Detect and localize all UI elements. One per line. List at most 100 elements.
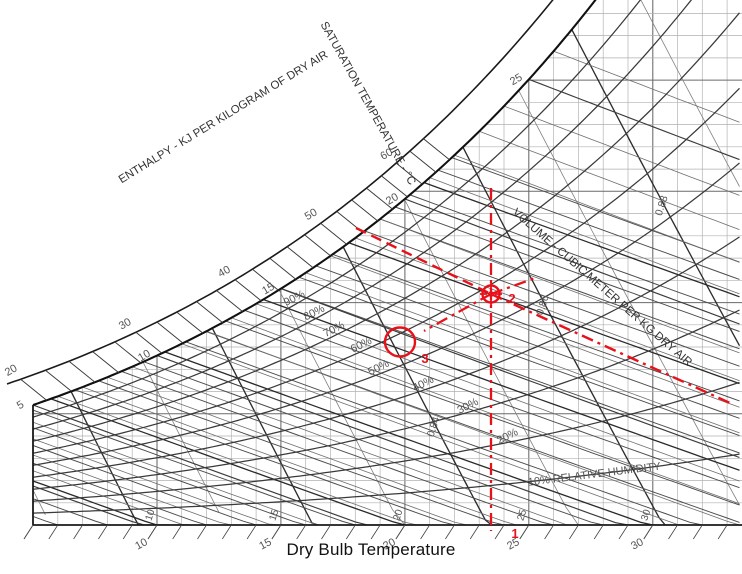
- dry-bulb-inner-label: 25: [515, 508, 529, 522]
- dry-bulb-tick: [643, 524, 654, 540]
- dry-bulb-axis-label: 25: [505, 536, 521, 552]
- dry-bulb-tick: [48, 524, 59, 540]
- enthalpy-scale-rung: [216, 290, 243, 312]
- enthalpy-scale-rung: [196, 301, 223, 323]
- saturation-temperature-label: 20: [384, 191, 401, 208]
- enthalpy-axis-label: 40: [216, 264, 233, 281]
- dry-bulb-tick: [321, 524, 331, 540]
- enthalpy-scale-rung: [381, 175, 408, 198]
- dry-bulb-tick: [717, 524, 728, 540]
- saturation-temperature-label: 10: [136, 348, 153, 365]
- dry-bulb-tick: [98, 524, 108, 540]
- dry-bulb-inner-label: 10: [144, 508, 158, 522]
- state-point-3-label[interactable]: 3: [421, 351, 428, 366]
- axis-ticks: [23, 524, 728, 540]
- enthalpy-scale-rung: [423, 138, 450, 161]
- state-point-2-center: [488, 291, 494, 297]
- dry-bulb-tick: [370, 524, 381, 540]
- enthalpy-axis-label: 50: [303, 206, 320, 223]
- enthalpy-scale-rung: [92, 351, 119, 373]
- wet-bulb-line: [33, 386, 442, 526]
- saturation-temperature-label: 25: [508, 72, 525, 89]
- relative-humidity-curve: [33, 0, 722, 430]
- relative-humidity-curve: [33, 453, 740, 514]
- dry-bulb-inner-label: 30: [639, 508, 653, 522]
- enthalpy-line: [33, 396, 381, 526]
- enthalpy-line: [33, 413, 331, 526]
- dry-bulb-tick: [345, 524, 356, 540]
- enthalpy-scale-rung: [286, 246, 314, 269]
- dry-bulb-tick: [296, 524, 307, 540]
- relative-humidity-curve: [33, 309, 740, 490]
- dry-bulb-tick: [494, 524, 505, 540]
- relative-humidity-curve: [33, 162, 740, 466]
- dry-bulb-axis-label: 30: [629, 536, 645, 552]
- specific-volume-line-minor: [33, 489, 46, 515]
- enthalpy-axis-label: 20: [3, 362, 20, 379]
- dry-bulb-inner-label: 15: [268, 508, 282, 522]
- enthalpy-scale-rung: [68, 360, 96, 383]
- enthalpy-scale-rung: [135, 331, 163, 354]
- specific-volume-construction-line: [490, 292, 731, 405]
- dry-bulb-tick: [445, 524, 455, 540]
- enthalpy-axis-label: 30: [117, 316, 134, 333]
- enthalpy-axis-label: 60: [378, 146, 395, 163]
- dry-bulb-tick: [246, 524, 257, 540]
- specific-volume-line-minor: [627, 0, 740, 187]
- wet-bulb-line: [33, 349, 542, 526]
- enthalpy-line: [33, 449, 232, 526]
- enthalpy-scale-rung: [320, 222, 347, 245]
- wet-bulb-line: [33, 421, 343, 526]
- dry-bulb-tick: [420, 524, 430, 540]
- enthalpy-scale-rung: [366, 187, 393, 210]
- dry-bulb-tick: [73, 524, 83, 540]
- enthalpy-scale-rung: [176, 311, 204, 334]
- dry-bulb-tick: [593, 524, 604, 540]
- enthalpy-scale-rung: [20, 378, 47, 401]
- wet-bulb-line: [33, 368, 492, 526]
- enthalpy-line: [33, 378, 430, 526]
- state-point-1-label[interactable]: 1: [511, 526, 518, 541]
- enthalpy-line: [33, 466, 182, 526]
- enthalpy-scale-rung: [395, 162, 423, 185]
- dry-bulb-tick: [197, 524, 207, 540]
- dry-bulb-axis-label: 15: [257, 536, 273, 552]
- dry-bulb-tick: [395, 524, 406, 540]
- relative-humidity-curve: [33, 381, 740, 502]
- dry-bulb-tick: [569, 524, 579, 540]
- enthalpy-scale-rung: [252, 268, 279, 291]
- wet-bulb-line: [33, 454, 257, 526]
- enthalpy-scale-rung: [234, 279, 262, 302]
- dry-bulb-tick: [544, 524, 554, 540]
- dry-bulb-axis-label: 10: [133, 536, 149, 552]
- saturation-temperature-label: 15: [260, 281, 277, 298]
- enthalpy-scale-rung: [45, 369, 72, 392]
- wet-bulb-line: [33, 438, 294, 526]
- dry-bulb-axis-label: 20: [381, 536, 397, 552]
- dry-bulb-tick: [469, 524, 480, 540]
- dry-bulb-tick: [122, 524, 133, 540]
- enthalpy-scale-rung: [409, 150, 437, 173]
- saturation-curve: [32, 0, 597, 406]
- state-point-markers[interactable]: 1 2 3: [383, 283, 519, 541]
- dry-bulb-tick: [147, 524, 158, 540]
- wet-bulb-line: [33, 404, 393, 526]
- dry-bulb-tick: [519, 524, 530, 540]
- enthalpy-scale-rung: [156, 321, 184, 344]
- state-point-2-label[interactable]: 2: [508, 291, 515, 306]
- saturation-temperature-label: 5: [15, 399, 26, 412]
- dry-bulb-tick: [692, 524, 703, 540]
- dry-bulb-tick: [271, 524, 282, 540]
- dry-bulb-tick: [668, 524, 678, 540]
- relative-humidity-curve: [33, 0, 672, 418]
- dry-bulb-tick: [618, 524, 629, 540]
- state-point-3-marker[interactable]: [383, 326, 417, 358]
- enthalpy-scale-edge: [6, 0, 554, 385]
- enthalpy-scale-rung: [114, 341, 142, 364]
- dry-bulb-tick: [221, 524, 232, 540]
- dry-bulb-inner-label: 20: [392, 508, 406, 522]
- relative-humidity-curve: [33, 236, 740, 478]
- enthalpy-scale-rung: [269, 257, 297, 280]
